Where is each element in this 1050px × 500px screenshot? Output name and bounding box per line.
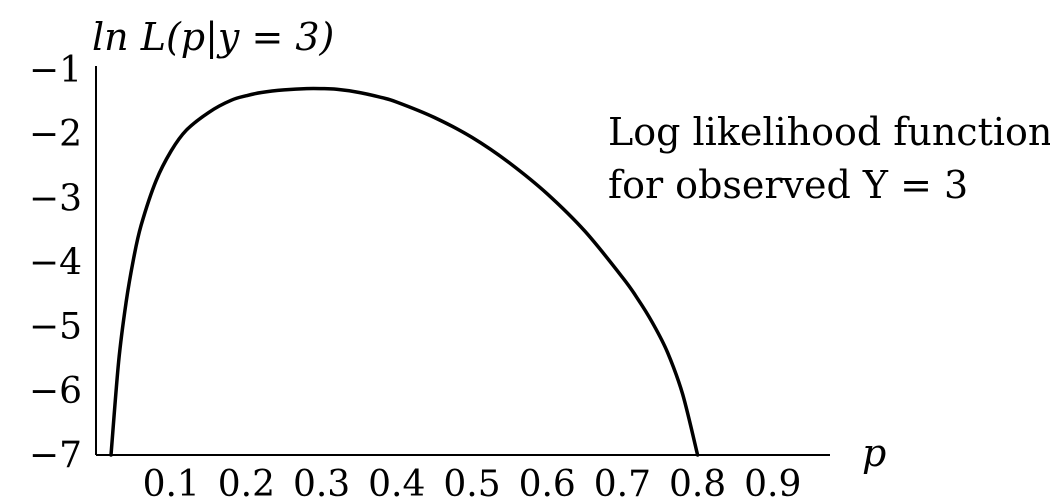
x-tick-label: 0.5 (443, 464, 500, 500)
y-tick-label: −6 (29, 371, 82, 412)
log-likelihood-curve (109, 86, 700, 457)
y-tick-label: −3 (29, 178, 82, 219)
x-tick-label: 0.2 (218, 464, 275, 500)
axes (95, 66, 830, 456)
x-tick-label: 0.6 (519, 464, 576, 500)
x-tick-label: 0.4 (368, 464, 425, 500)
y-tick-label: −1 (29, 50, 82, 91)
x-tick-label: 0.3 (293, 464, 350, 500)
x-tick-label: 0.7 (594, 464, 651, 500)
y-tick-label: −5 (29, 307, 82, 348)
y-tick-label: −2 (29, 114, 82, 155)
x-tick-label: 0.8 (669, 464, 726, 500)
y-tick-label: −7 (29, 435, 82, 476)
y-axis-label: ln L(p|y = 3) (92, 15, 334, 59)
x-tick-label: 0.9 (744, 464, 801, 500)
x-axis-label: p (862, 431, 886, 475)
y-tick-label: −4 (29, 243, 82, 284)
annotation-line-1: Log likelihood function (608, 110, 1050, 154)
annotation-line-2: for observed Y = 3 (608, 163, 968, 207)
y-ticks: −1 −2 −3 −4 −5 −6 −7 (29, 50, 82, 476)
x-tick-label: 0.1 (143, 464, 200, 500)
x-ticks: 0.1 0.2 0.3 0.4 0.5 0.6 0.7 0.8 0.9 (143, 464, 802, 500)
